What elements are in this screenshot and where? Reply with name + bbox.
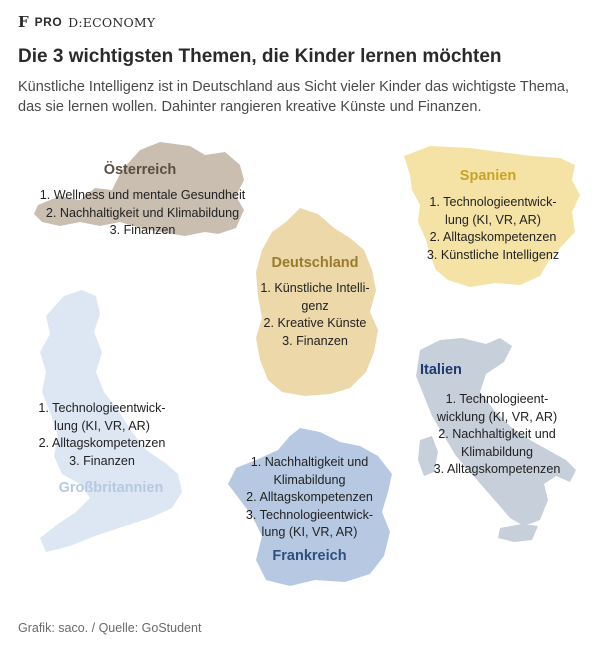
country-block-spain: Spanien 1. Technologieentwick- lung (KI,…: [408, 168, 578, 264]
brand-section-label: D:ECONOMY: [68, 14, 156, 30]
topic-item: 2. Nachhaltigkeit und Klimabildung: [45, 205, 240, 220]
topic-list-france: 1. Nachhaltigkeit und Klimabildung 2. Al…: [222, 454, 397, 542]
brand-header: F PRO D:ECONOMY: [18, 12, 155, 32]
topic-item: Klimabildung: [460, 444, 534, 459]
source-footer: Grafik: saco. / Quelle: GoStudent: [18, 621, 202, 635]
subtitle-line-1: Künstliche Intelligenz ist in Deutschlan…: [18, 79, 570, 95]
topic-item: 1. Wellness und mentale Gesundheit: [39, 188, 246, 202]
topic-item: 3. Finanzen: [282, 333, 348, 348]
topic-item: Klimabildung: [273, 472, 346, 487]
topic-item: lung (KI, VR, AR): [54, 418, 150, 433]
topic-list-italy: 1. Technologieent- wicklung (KI, VR, AR)…: [412, 391, 582, 479]
sicily-shape: [498, 524, 538, 542]
topic-item: 2. Alltagskompetenzen: [38, 436, 166, 450]
great-britain-shape: [40, 290, 182, 552]
topic-item: lung (KI, VR, AR): [445, 212, 541, 227]
austria-shape: [34, 142, 244, 236]
country-label-germany: Deutschland: [271, 255, 359, 271]
topic-item: lung (KI, VR, AR): [261, 525, 358, 539]
germany-shape: [256, 208, 378, 396]
spain-shape: [404, 146, 580, 287]
topic-item: 3. Künstliche Intelligenz: [426, 247, 560, 262]
topic-list-great-britain: 1. Technologieentwick- lung (KI, VR, AR)…: [22, 400, 182, 470]
country-label-france: Frankreich: [272, 547, 347, 564]
topic-item: genz: [301, 298, 329, 313]
sardinia-shape: [418, 436, 438, 476]
topic-item: 2. Nachhaltigkeit und: [438, 427, 556, 441]
country-label-austria: Österreich: [103, 162, 177, 178]
topic-list-germany: 1. Künstliche Intelli- genz 2. Kreative …: [240, 280, 390, 350]
topic-item: 3. Alltagskompetenzen: [433, 462, 561, 476]
country-block-germany: Deutschland 1. Künstliche Intelli- genz …: [240, 255, 390, 350]
page-title: Die 3 wichtigsten Themen, die Kinder ler…: [18, 46, 502, 67]
topic-item: 2. Kreative Künste: [263, 316, 367, 330]
country-block-austria: Österreich 1. Wellness und mentale Gesun…: [20, 162, 265, 240]
topic-item: 1. Nachhaltigkeit und: [250, 455, 369, 469]
subtitle-line-2: das sie lernen wollen. Dahinter rangiere…: [18, 99, 482, 115]
country-block-great-britain: 1. Technologieentwick- lung (KI, VR, AR)…: [22, 400, 182, 470]
france-shape: [228, 428, 392, 586]
country-label-italy: Italien: [420, 362, 462, 378]
topic-item: 1. Technologieentwick-: [38, 401, 166, 415]
topic-item: 2. Alltagskompetenzen: [246, 490, 373, 504]
topic-item: 1. Technologieentwick-: [429, 195, 557, 209]
country-label-spain: Spanien: [459, 168, 517, 184]
topic-item: wicklung (KI, VR, AR): [436, 409, 558, 424]
topic-list-spain: 1. Technologieentwick- lung (KI, VR, AR)…: [408, 194, 578, 264]
page-subtitle: Künstliche Intelligenz ist in Deutschlan…: [18, 77, 583, 117]
country-block-france: 1. Nachhaltigkeit und Klimabildung 2. Al…: [222, 454, 397, 564]
topic-item: 3. Technologieentwick-: [245, 507, 374, 522]
country-block-italy: Italien 1. Technologieent- wicklung (KI,…: [412, 362, 582, 479]
topic-item: 1. Künstliche Intelli-: [260, 281, 370, 295]
brand-logo: F: [18, 13, 29, 31]
topic-item: 3. Finanzen: [69, 453, 135, 468]
topic-item: 3. Finanzen: [109, 223, 176, 237]
topic-item: 2. Alltagskompetenzen: [429, 230, 557, 244]
topic-item: 1. Technologieent-: [445, 392, 549, 406]
country-label-great-britain: Großbritannien: [58, 480, 164, 496]
topic-list-austria: 1. Wellness und mentale Gesundheit 2. Na…: [20, 187, 265, 240]
brand-pro-label: PRO: [34, 15, 63, 29]
italy-shape: [416, 338, 576, 526]
